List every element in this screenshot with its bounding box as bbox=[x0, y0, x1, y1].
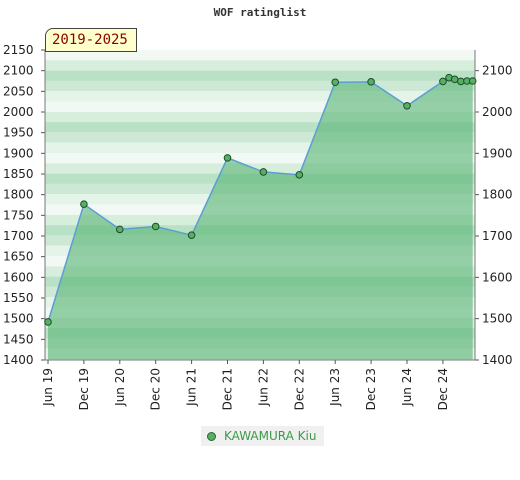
data-point bbox=[457, 77, 465, 86]
data-point bbox=[403, 102, 411, 110]
left-tick-label: 1500 bbox=[3, 312, 34, 326]
right-tick-label: 2000 bbox=[482, 105, 513, 119]
data-point bbox=[295, 171, 304, 179]
left-tick-label: 1800 bbox=[3, 188, 34, 202]
plot-band bbox=[45, 50, 475, 61]
x-tick-label: Jun 19 bbox=[41, 368, 55, 407]
x-tick-label: Jun 20 bbox=[113, 368, 127, 407]
x-tick-label: Jun 21 bbox=[185, 368, 199, 407]
left-tick-label: 1450 bbox=[3, 332, 34, 346]
right-tick-label: 2100 bbox=[482, 64, 513, 78]
data-point bbox=[80, 200, 88, 208]
plot-band bbox=[45, 132, 475, 143]
data-point bbox=[367, 78, 375, 86]
plot-band bbox=[45, 163, 475, 174]
left-tick-label: 2150 bbox=[3, 43, 34, 57]
x-tick-label: Dec 20 bbox=[149, 368, 163, 410]
plot-band bbox=[45, 101, 475, 112]
data-point bbox=[223, 154, 232, 162]
left-tick-label: 1650 bbox=[3, 250, 34, 264]
plot-band bbox=[45, 70, 475, 81]
x-tick-label: Jun 22 bbox=[256, 368, 270, 407]
data-point bbox=[331, 78, 340, 87]
chart-title: WOF ratinglist bbox=[213, 6, 307, 19]
x-tick-label: Dec 19 bbox=[77, 368, 91, 410]
plot-band bbox=[45, 122, 475, 133]
data-point bbox=[259, 168, 268, 176]
right-tick-label: 1400 bbox=[482, 353, 513, 367]
left-tick-label: 1750 bbox=[3, 208, 34, 222]
legend-label: KAWAMURA Kiu bbox=[224, 429, 317, 443]
x-tick-label: Dec 21 bbox=[221, 368, 235, 410]
data-point bbox=[439, 77, 447, 86]
right-tick-label: 1700 bbox=[482, 229, 513, 243]
left-tick-label: 1700 bbox=[3, 229, 34, 243]
legend: KAWAMURA Kiu bbox=[201, 426, 325, 446]
left-tick-label: 2100 bbox=[3, 64, 34, 78]
left-tick-label: 1550 bbox=[3, 291, 34, 305]
left-tick-label: 1400 bbox=[3, 353, 34, 367]
plot-band bbox=[45, 142, 475, 153]
left-tick-label: 1950 bbox=[3, 126, 34, 140]
plot-band bbox=[45, 111, 475, 123]
plot-band bbox=[45, 60, 475, 71]
data-point bbox=[450, 75, 459, 84]
left-tick-label: 2050 bbox=[3, 84, 34, 98]
x-tick-label: Dec 23 bbox=[364, 368, 378, 410]
legend-marker bbox=[207, 431, 216, 441]
data-point bbox=[151, 222, 160, 231]
x-tick-label: Jun 23 bbox=[328, 368, 342, 407]
data-point bbox=[187, 231, 196, 239]
left-tick-label: 2000 bbox=[3, 105, 34, 119]
right-tick-label: 1500 bbox=[482, 312, 513, 326]
data-point bbox=[44, 318, 52, 326]
x-tick-label: Jun 24 bbox=[400, 368, 414, 407]
data-point bbox=[116, 225, 124, 234]
left-tick-label: 1600 bbox=[3, 270, 34, 284]
series-area bbox=[48, 77, 473, 361]
left-tick-label: 1850 bbox=[3, 167, 34, 181]
plot-band bbox=[45, 91, 475, 102]
plot-band bbox=[45, 153, 475, 164]
left-tick-label: 1900 bbox=[3, 146, 34, 160]
x-tick-label: Dec 24 bbox=[436, 368, 450, 410]
data-point bbox=[468, 77, 477, 85]
right-tick-label: 1900 bbox=[482, 146, 513, 160]
period-badge: 2019-2025 bbox=[45, 28, 137, 52]
x-tick-label: Dec 22 bbox=[292, 368, 306, 410]
plot-band bbox=[45, 80, 475, 92]
right-tick-label: 1800 bbox=[482, 188, 513, 202]
right-tick-label: 1600 bbox=[482, 270, 513, 284]
